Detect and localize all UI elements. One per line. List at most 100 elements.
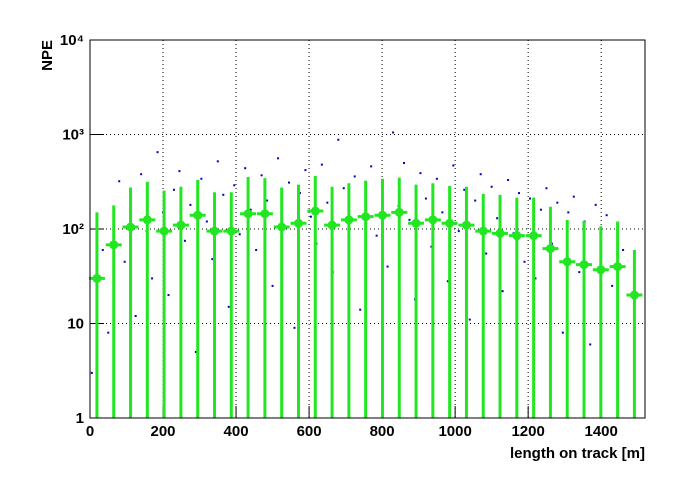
scatter-point (419, 172, 422, 175)
scatter-point (277, 157, 280, 160)
scatter-point (359, 308, 362, 311)
scatter-point (140, 173, 143, 176)
x-tick-label: 200 (151, 423, 176, 440)
profile-point (176, 220, 186, 230)
scatter-point (490, 185, 493, 188)
scatter-point (479, 173, 482, 176)
profile-point (545, 244, 555, 254)
scatter-point (485, 252, 488, 255)
scatter-point (605, 214, 608, 217)
y-tick-label: 10² (62, 221, 84, 238)
scatter-point (266, 199, 269, 202)
y-tick-label: 10⁴ (60, 32, 84, 49)
profile-point (344, 215, 354, 225)
profile-point (277, 222, 287, 232)
scatter-point (293, 326, 296, 329)
scatter-point (572, 195, 575, 198)
profile-point (411, 218, 421, 228)
profile-point (579, 260, 589, 270)
profile-point (478, 226, 488, 236)
profile-point (210, 226, 220, 236)
scatter-point (320, 163, 323, 166)
scatter-point (249, 208, 252, 211)
profile-point (293, 218, 303, 228)
scatter-point (534, 277, 537, 280)
scatter-point (205, 220, 208, 223)
profile-point (629, 290, 639, 300)
scatter-point (134, 315, 137, 318)
profile-point (495, 228, 505, 238)
scatter-point (496, 217, 499, 220)
scatter-point (304, 169, 307, 172)
y-tick-label: 10³ (62, 127, 84, 144)
profile-point (109, 240, 119, 250)
profile-point (159, 226, 169, 236)
scatter-point (441, 211, 444, 214)
profile-point (445, 218, 455, 228)
scatter-point (178, 170, 181, 173)
plot-frame (89, 39, 646, 419)
scatter-point (578, 271, 581, 274)
scatter-point (556, 201, 559, 204)
scatter-point (287, 181, 290, 184)
scatter-point (211, 258, 214, 261)
y-tick-label: 1 (76, 410, 84, 427)
scatter-point (370, 165, 373, 168)
x-tick-label: 800 (370, 423, 395, 440)
scatter-point (611, 284, 614, 287)
scatter-point (271, 284, 274, 287)
scatter-point (227, 305, 230, 308)
scatter-point (151, 277, 154, 280)
scatter-point (238, 233, 241, 236)
profile-point (377, 210, 387, 220)
scatter-point (539, 208, 542, 211)
scatter-point (446, 280, 449, 283)
profile-point (512, 231, 522, 241)
scatter-point (255, 248, 258, 251)
scatter-point (452, 164, 455, 167)
scatter-point (156, 151, 159, 154)
profile-point (428, 215, 438, 225)
scatter-point (189, 203, 192, 206)
profile-point (394, 207, 404, 217)
scatter-point (474, 199, 477, 202)
scatter-point (424, 197, 427, 200)
scatter-point (167, 294, 170, 297)
profile-point (361, 212, 371, 222)
scatter-point (507, 179, 510, 182)
scatter-point (518, 192, 521, 195)
scatter-point (435, 177, 438, 180)
scatter-point (107, 331, 110, 334)
scatter-point (567, 211, 570, 214)
profile-point (596, 265, 606, 275)
profile-point (613, 262, 623, 272)
scatter-point (337, 138, 340, 141)
scatter-point (90, 371, 93, 374)
scatter-point (260, 174, 263, 177)
scatter-point (457, 230, 460, 233)
scatter-point (386, 265, 389, 268)
scatter-point (326, 201, 329, 204)
x-tick-label: 0 (86, 423, 94, 440)
scatter-point (523, 260, 526, 263)
profile-point (529, 231, 539, 241)
scatter-point (309, 215, 312, 218)
x-tick-label: 1200 (511, 423, 544, 440)
scatter-point (561, 331, 564, 334)
scatter-point (545, 187, 548, 190)
profile-point (310, 206, 320, 216)
x-axis-label: length on track [m] (510, 445, 645, 462)
scatter-point (244, 167, 247, 170)
scatter-point (403, 161, 406, 164)
scatter-point (101, 248, 104, 251)
scatter-point (408, 218, 411, 221)
scatter-point (183, 239, 186, 242)
scatter-point (622, 248, 625, 251)
scatter-point (342, 187, 345, 190)
scatter-point (233, 184, 236, 187)
profile-point (260, 209, 270, 219)
profile-point (126, 222, 136, 232)
y-tick-label: 10 (67, 316, 84, 333)
profile-point (243, 209, 253, 219)
